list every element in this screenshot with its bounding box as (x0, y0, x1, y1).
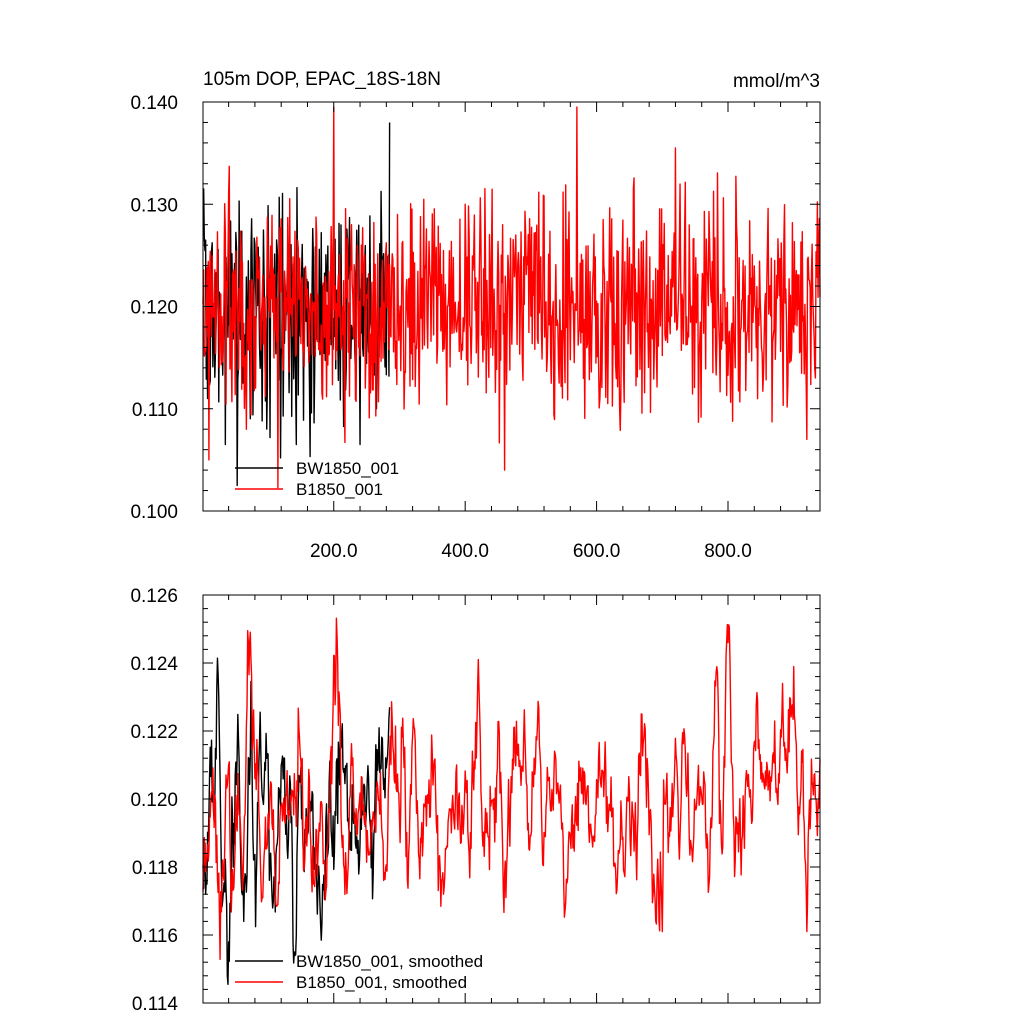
plot-frame (202, 594, 821, 1004)
series-group (202, 617, 821, 986)
y-tick-label: 0.120 (130, 298, 178, 319)
y-tick-label: 0.126 (130, 586, 178, 607)
x-tick-label: 200.0 (310, 541, 358, 562)
plot-frame (202, 101, 821, 512)
y-tick-label: 0.120 (130, 790, 178, 811)
series-line-bw1850-001-smoothed (202, 657, 391, 986)
axis-ticks: 0.114 0.116 0.118 0.120 0.122 0.124 0.126 (130, 586, 820, 1015)
series-line-b1850-001 (202, 106, 821, 489)
x-tick-label: 600.0 (573, 541, 621, 562)
legend-label-bw1850: BW1850_001 (296, 459, 399, 478)
x-tick-label: 400.0 (441, 541, 489, 562)
legend: BW1850_001, smoothed B1850_001, smoothed (235, 952, 483, 992)
y-tick-label: 0.116 (132, 926, 178, 947)
top-panel: 105m DOP, EPAC_18S-18N mmol/m^3 0.1000.1… (130, 69, 821, 562)
legend-label-b1850-smoothed: B1850_001, smoothed (296, 973, 467, 992)
y-tick-label: 0.100 (130, 502, 178, 523)
legend-label-b1850: B1850_001 (296, 480, 383, 499)
series-line-bw1850-001 (202, 122, 391, 487)
legend-label-bw1850-smoothed: BW1850_001, smoothed (296, 952, 483, 971)
units-label: mmol/m^3 (733, 71, 820, 92)
bottom-panel: 0.114 0.116 0.118 0.120 0.122 0.124 0.126 BW18… (130, 586, 821, 1015)
x-tick-label: 800.0 (704, 541, 752, 562)
y-tick-label: 0.140 (130, 93, 178, 114)
y-tick-label: 0.118 (132, 858, 178, 879)
series-group (202, 106, 821, 489)
y-tick-label: 0.124 (130, 654, 178, 675)
y-tick-label: 0.130 (130, 195, 178, 216)
panel-title: 105m DOP, EPAC_18S-18N (203, 69, 441, 90)
series-line-b1850-001-smoothed (202, 617, 821, 961)
y-tick-label: 0.110 (132, 400, 178, 421)
y-tick-label: 0.122 (130, 722, 178, 743)
y-tick-label: 0.114 (132, 994, 179, 1015)
legend: BW1850_001 B1850_001 (235, 459, 399, 499)
axis-ticks: 0.100 0.110 0.120 0.130 0.140 200.0 400.0 600.0… (130, 93, 820, 562)
